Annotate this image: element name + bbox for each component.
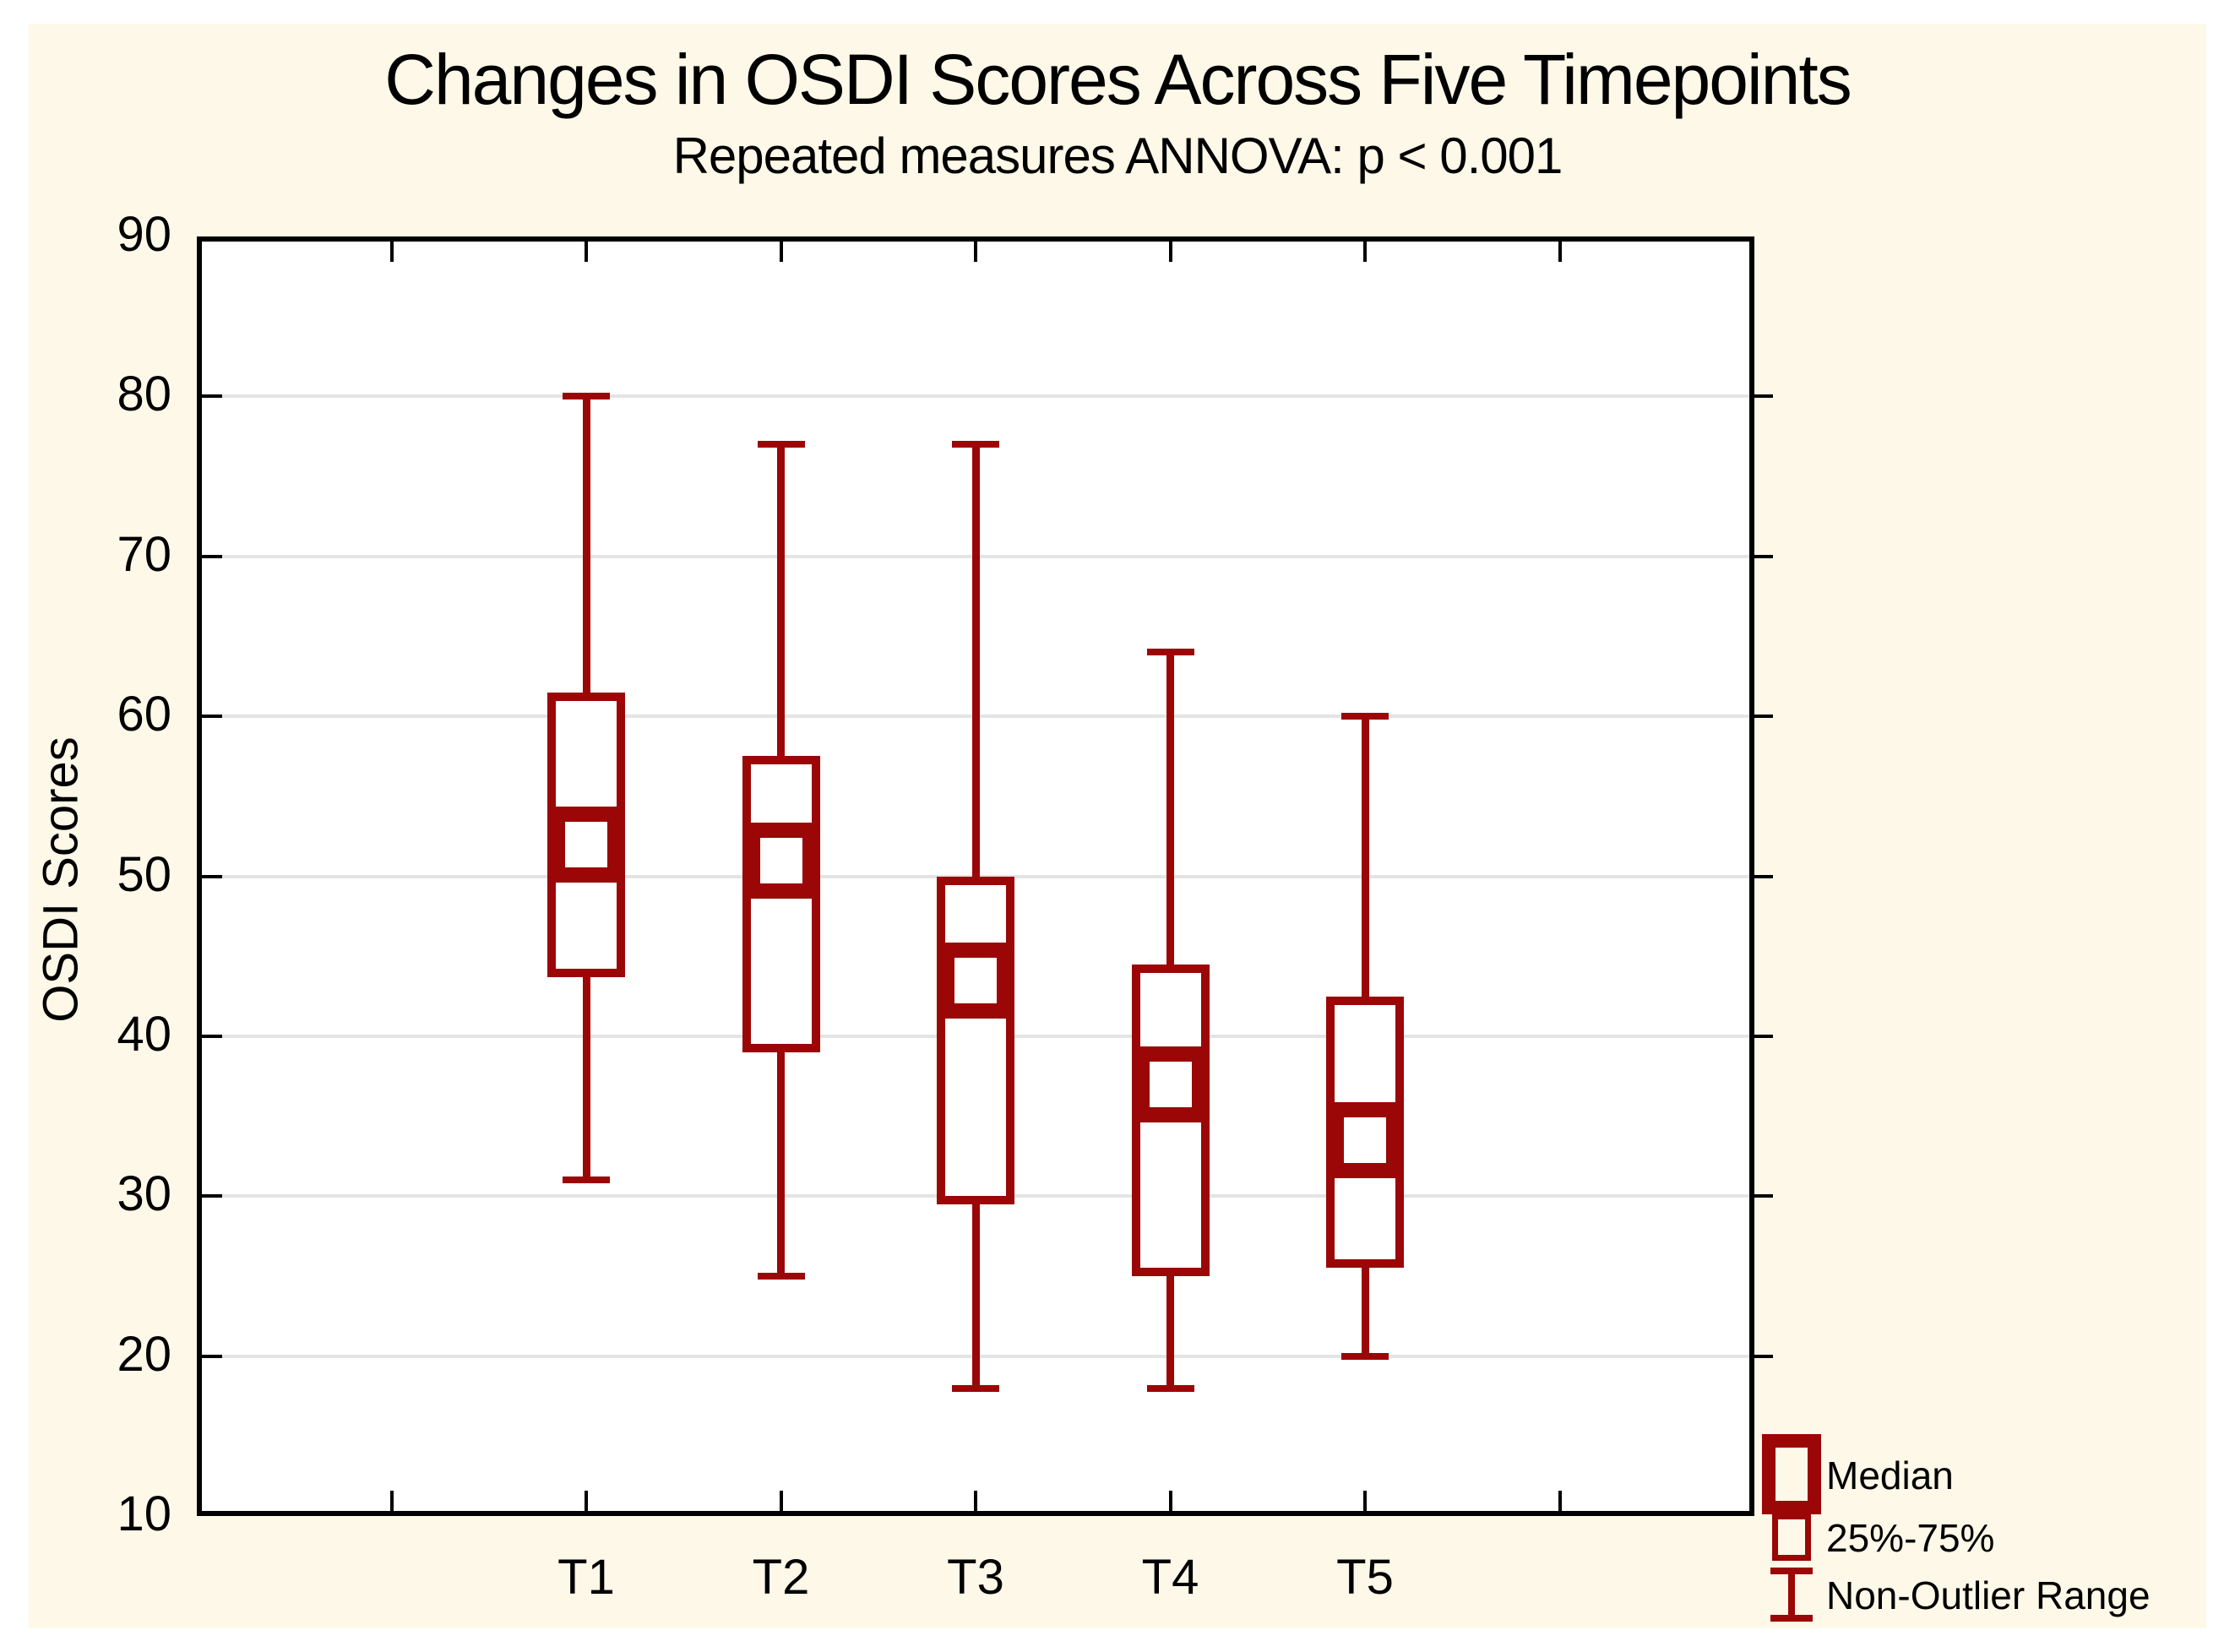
y-tick-label: 10	[117, 1486, 171, 1541]
legend-whisker-line	[1788, 1571, 1795, 1618]
iqr-box	[742, 756, 820, 1052]
whisker-lower	[1166, 1275, 1174, 1388]
whisker-cap-bottom	[952, 1384, 999, 1392]
whisker-cap-bottom	[563, 1177, 610, 1184]
whisker-lower	[777, 1052, 785, 1276]
y-tick-mark-right	[1754, 1034, 1773, 1038]
y-tick-mark-left	[202, 1354, 222, 1358]
y-tick-mark-left	[202, 554, 222, 558]
y-tick-mark-right	[1754, 715, 1773, 719]
whisker-lower	[971, 1204, 980, 1388]
y-tick-mark-left	[202, 394, 222, 399]
median-marker	[1329, 1101, 1401, 1178]
x-tick-mark-top	[974, 242, 977, 262]
whisker-lower	[1361, 1268, 1369, 1356]
y-tick-mark-right	[1754, 1354, 1773, 1358]
y-tick-label: 20	[117, 1326, 171, 1382]
x-tick-label: T2	[752, 1550, 810, 1605]
y-tick-mark-left	[202, 1194, 222, 1198]
legend-whisker-label: Non-Outlier Range	[1826, 1573, 2151, 1617]
x-tick-label: T3	[947, 1550, 1004, 1605]
whisker-cap-top	[563, 393, 610, 400]
x-tick-mark-bottom	[779, 1491, 783, 1511]
y-tick-label: 80	[117, 367, 171, 422]
y-tick-mark-right	[1754, 554, 1773, 558]
x-tick-mark-bottom	[1363, 1491, 1367, 1511]
x-tick-label: T1	[557, 1550, 615, 1605]
whisker-upper	[1166, 652, 1174, 965]
whisker-cap-bottom	[1146, 1384, 1194, 1392]
x-tick-mark-bottom	[389, 1491, 394, 1511]
whisker-cap-top	[757, 441, 805, 448]
iqr-box	[937, 876, 1014, 1204]
gridline	[202, 394, 1749, 399]
y-tick-mark-left	[202, 715, 222, 719]
y-tick-mark-right	[1754, 874, 1773, 878]
x-tick-mark-top	[1363, 242, 1367, 262]
y-tick-label: 60	[117, 687, 171, 742]
x-tick-mark-top	[389, 242, 394, 262]
x-tick-mark-bottom	[585, 1491, 588, 1511]
whisker-cap-bottom	[1341, 1352, 1389, 1360]
whisker-upper	[777, 444, 785, 757]
y-tick-label: 70	[117, 526, 171, 582]
x-tick-mark-bottom	[1558, 1491, 1562, 1511]
median-marker	[1134, 1046, 1207, 1122]
legend-iqr-icon	[1772, 1513, 1811, 1561]
chart-subtitle: Repeated measures ANNOVA: p < 0.001	[672, 128, 1563, 184]
y-tick-mark-left	[202, 874, 222, 878]
x-tick-label: T4	[1141, 1550, 1199, 1605]
x-tick-label: T5	[1336, 1550, 1394, 1605]
y-tick-label: 90	[117, 207, 171, 262]
y-tick-label: 40	[117, 1006, 171, 1062]
whisker-upper	[971, 444, 980, 877]
legend-iqr-label: 25%-75%	[1826, 1516, 1995, 1560]
median-marker	[939, 942, 1012, 1019]
legend-whisker-icon	[1769, 1568, 1814, 1622]
x-tick-mark-top	[1558, 242, 1562, 262]
whisker-upper	[1361, 716, 1369, 997]
y-tick-label: 30	[117, 1166, 171, 1222]
y-tick-label: 50	[117, 846, 171, 902]
median-marker	[550, 806, 623, 883]
median-marker	[744, 822, 818, 899]
whisker-cap-top	[1146, 649, 1194, 656]
whisker-cap-top	[1341, 713, 1389, 720]
x-tick-mark-top	[1168, 242, 1172, 262]
x-tick-mark-bottom	[1168, 1491, 1172, 1511]
whisker-cap-bottom	[757, 1272, 805, 1280]
legend-median-label: Median	[1826, 1454, 1954, 1497]
whisker-cap-top	[952, 441, 999, 448]
whisker-upper	[582, 396, 590, 693]
x-tick-mark-bottom	[974, 1491, 977, 1511]
x-tick-mark-top	[585, 242, 588, 262]
legend-median-icon	[1762, 1434, 1821, 1514]
y-tick-mark-left	[202, 1034, 222, 1038]
chart-title: Changes in OSDI Scores Across Five Timep…	[384, 40, 1852, 119]
x-tick-mark-top	[779, 242, 783, 262]
whisker-lower	[582, 976, 590, 1181]
y-tick-mark-right	[1754, 394, 1773, 399]
y-tick-mark-right	[1754, 1194, 1773, 1198]
legend-whisker-cap-bottom	[1770, 1615, 1813, 1622]
